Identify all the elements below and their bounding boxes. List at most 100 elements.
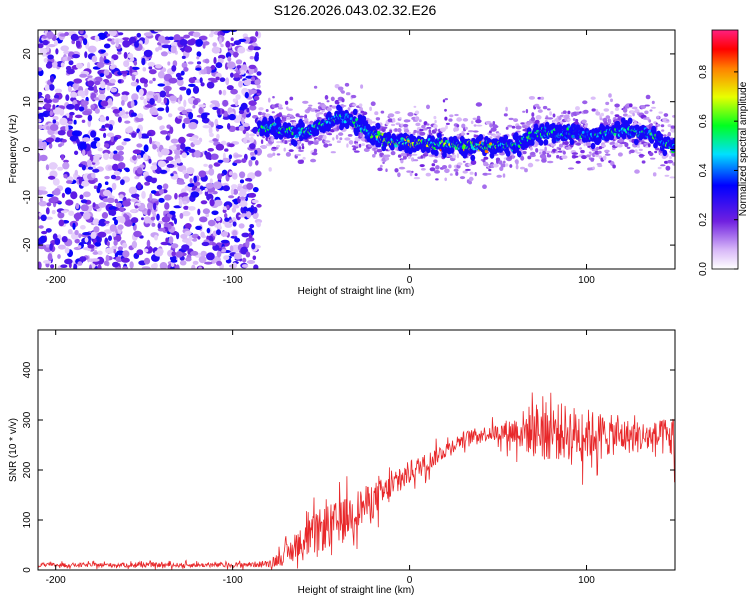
noise-blob [94,241,102,247]
noise-blob [154,250,163,257]
ridge-halo [470,120,474,125]
ridge-halo [419,164,425,168]
noise-blob [195,39,203,47]
noise-blob [94,108,100,114]
ridge-halo [298,115,305,118]
noise-blob [93,226,100,233]
ridge-halo [291,115,295,119]
noise-blob [45,228,52,233]
noise-blob [246,107,250,113]
noise-blob [196,51,202,57]
noise-blob [79,256,87,262]
ridge-halo [385,154,391,158]
noise-blob [82,232,91,236]
spec-y-tick-label: -20 [22,237,33,252]
ridge-halo [278,107,284,110]
noise-blob [195,187,201,192]
ridge-band [505,150,511,157]
ridge-halo [413,129,417,134]
noise-blob [87,75,93,79]
ridge-halo [663,113,669,117]
ridge-halo [344,137,351,141]
noise-blob [251,242,256,250]
noise-blob [78,106,85,112]
ridge-halo [493,153,499,156]
ridge-halo [664,174,670,177]
noise-blob [45,164,50,171]
ridge-halo [433,115,437,120]
ridge-halo [605,101,610,106]
noise-blob [195,67,202,71]
noise-blob [97,182,102,189]
ridge-halo [461,132,466,136]
noise-blob [142,135,150,139]
noise-blob [228,143,235,148]
noise-blob [232,98,237,103]
noise-blob [45,126,50,130]
noise-blob [136,32,142,38]
noise-blob [105,254,110,262]
ridge-halo [583,142,586,147]
noise-blob [78,233,82,239]
noise-blob [76,138,80,145]
noise-blob [184,46,193,53]
noise-blob [222,89,227,96]
noise-blob [165,156,174,161]
noise-blob [123,60,130,68]
noise-blob [170,259,178,263]
noise-blob [211,210,219,216]
ridge-halo [667,159,674,164]
noise-blob [250,156,256,161]
noise-blob [131,93,139,101]
noise-blob [193,139,201,146]
noise-blob [205,152,212,160]
spec-y-tick-label: 10 [22,96,33,108]
noise-blob [168,236,174,244]
ridge-halo [324,140,331,143]
noise-blob [245,240,250,248]
noise-blob [249,133,255,137]
noise-blob [77,261,83,266]
noise-blob [230,235,238,239]
ridge-halo [657,166,662,170]
ridge-halo [648,152,654,157]
noise-blob [111,106,118,110]
noise-blob [82,212,91,220]
ridge-halo [260,139,264,144]
ridge-halo [379,164,383,168]
noise-blob [80,199,88,204]
ridge-halo [402,155,407,160]
ridge-halo [638,154,645,157]
spec-x-tick-label: -200 [46,275,66,286]
ridge-halo [534,119,540,124]
noise-blob [100,49,106,53]
noise-blob [77,90,86,97]
noise-blob [210,100,219,104]
ridge-halo [324,95,329,100]
noise-blob [41,230,48,235]
ridge-halo [398,117,402,120]
ridge-halo [608,93,612,98]
noise-blob [194,150,201,158]
ridge-halo [489,136,493,139]
noise-blob [134,175,140,180]
ridge-halo [575,118,579,123]
noise-blob [186,167,195,175]
noise-blob [106,132,115,138]
snr-y-tick-label: 100 [22,511,33,528]
noise-blob [227,107,233,114]
noise-blob [117,79,122,84]
ridge-halo [672,115,675,118]
noise-blob [242,36,251,44]
noise-blob [154,94,159,102]
ridge-halo [567,110,571,115]
noise-blob [251,76,255,82]
ridge-halo [525,109,529,114]
noise-blob [252,255,257,261]
noise-blob [222,99,229,107]
noise-blob [117,116,122,123]
ridge-halo [407,112,414,117]
ridge-halo [276,153,281,156]
ridge-halo [665,165,671,171]
noise-blob [204,187,208,192]
